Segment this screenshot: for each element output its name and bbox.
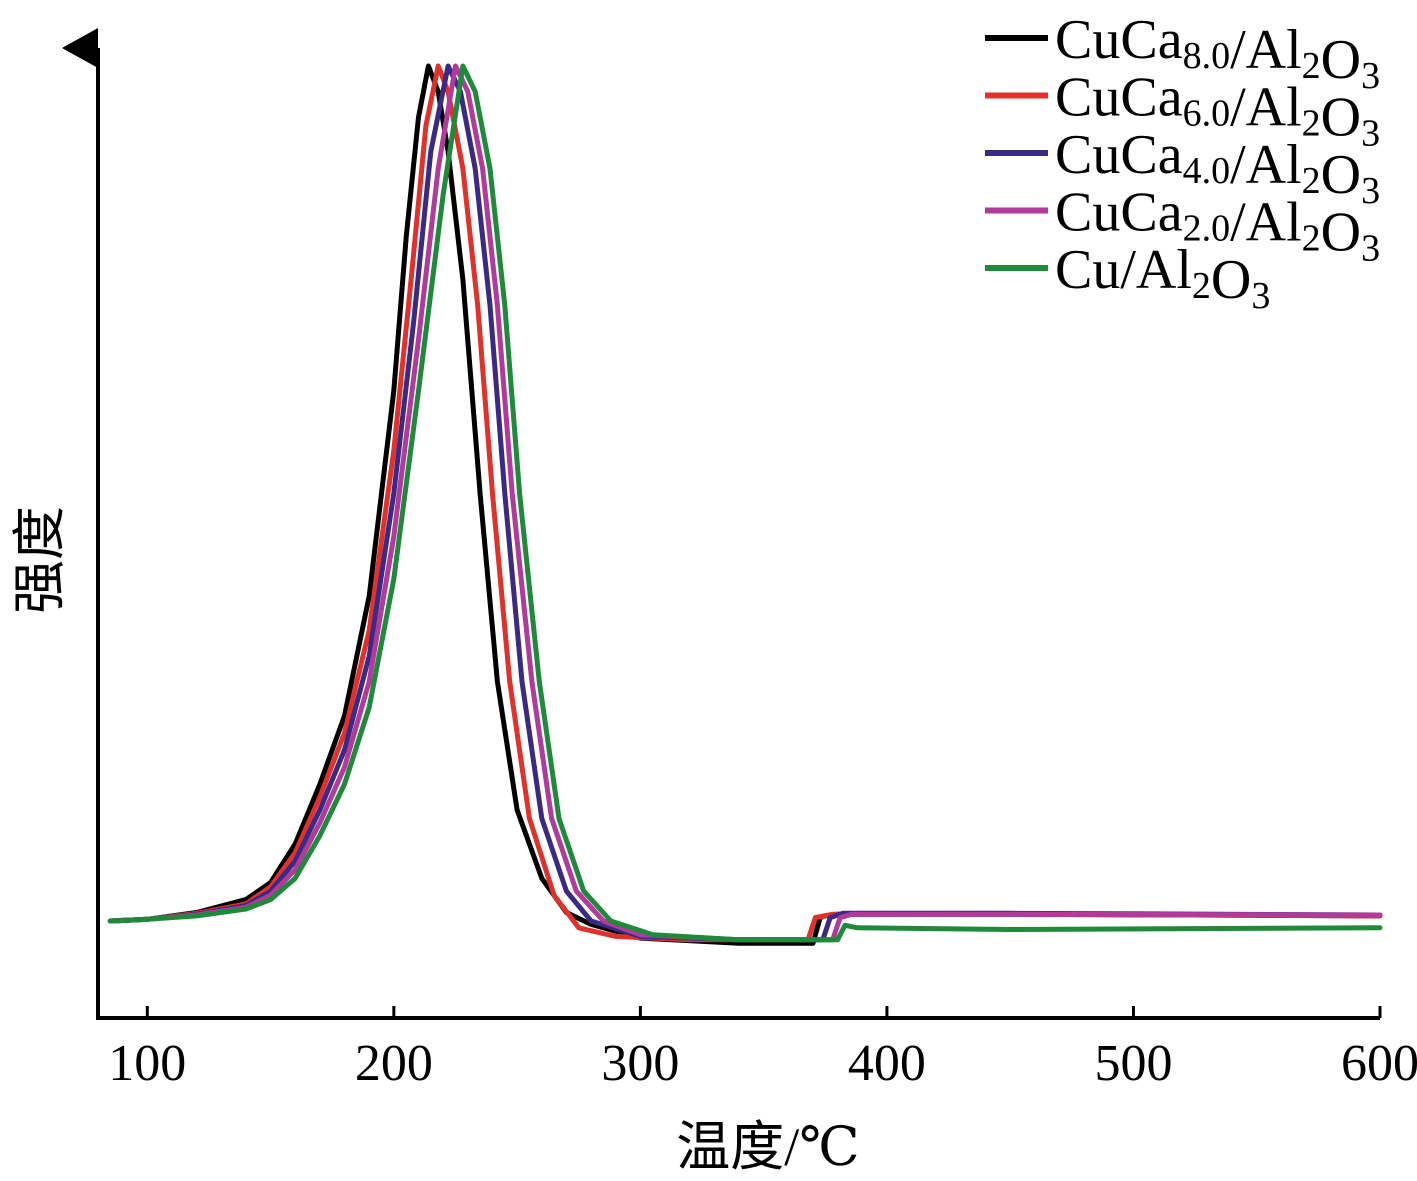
x-tick-label: 500 bbox=[1094, 1035, 1172, 1092]
legend: CuCa8.0/Al2O3CuCa6.0/Al2O3CuCa4.0/Al2O3C… bbox=[985, 9, 1380, 317]
x-tick-label: 300 bbox=[601, 1035, 679, 1092]
x-tick-label: 600 bbox=[1341, 1035, 1417, 1092]
series-line-5 bbox=[107, 63, 1383, 943]
legend-label: CuCa4.0/Al2O3 bbox=[1055, 124, 1380, 212]
legend-label: Cu/Al2O3 bbox=[1055, 239, 1270, 317]
x-tick-label: 100 bbox=[108, 1035, 186, 1092]
y-axis-title: 强度 bbox=[10, 506, 70, 614]
series-line-4 bbox=[107, 63, 1383, 943]
axes bbox=[62, 28, 1380, 1020]
x-axis-title: 温度/℃ bbox=[676, 1117, 859, 1177]
x-tick-label: 200 bbox=[355, 1035, 433, 1092]
x-ticks: 100 200 300 400 500 600 bbox=[108, 1006, 1417, 1092]
legend-label: CuCa8.0/Al2O3 bbox=[1055, 9, 1380, 97]
legend-label: CuCa2.0/Al2O3 bbox=[1055, 182, 1380, 270]
x-tick-label: 400 bbox=[848, 1035, 926, 1092]
legend-label: CuCa6.0/Al2O3 bbox=[1055, 67, 1380, 155]
series-line-1 bbox=[107, 63, 1383, 946]
series-line-3 bbox=[107, 63, 1383, 943]
series-line-2 bbox=[107, 63, 1383, 943]
series-lines bbox=[107, 63, 1383, 946]
